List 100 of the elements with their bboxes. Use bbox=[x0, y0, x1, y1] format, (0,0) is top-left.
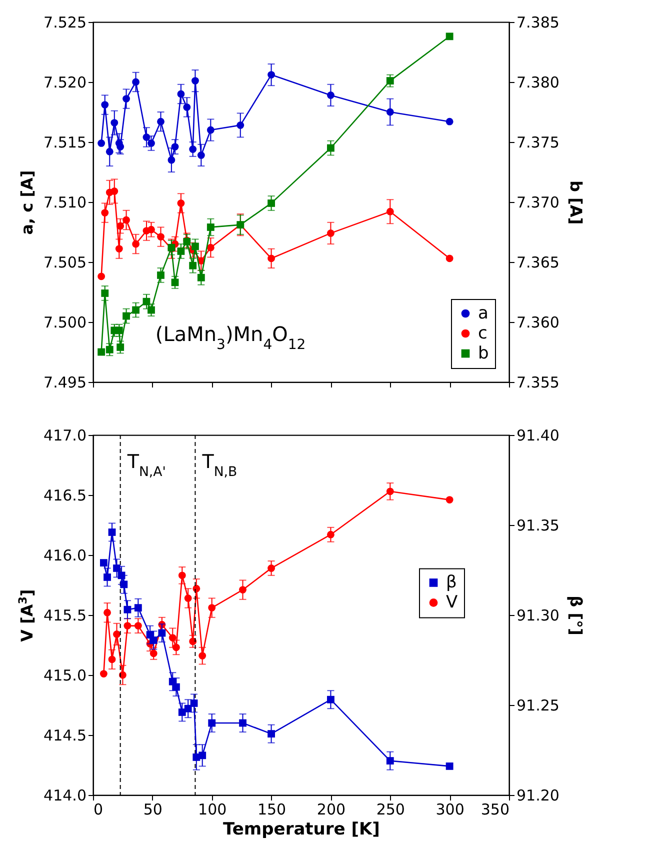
x-tick-label: 50 bbox=[143, 800, 162, 818]
point bbox=[110, 188, 118, 195]
point bbox=[116, 143, 124, 150]
x-tick-label: 0 bbox=[94, 800, 104, 818]
y-tick-label: 415.5 bbox=[44, 606, 86, 624]
y-tick-label: 416.5 bbox=[44, 486, 86, 504]
point bbox=[386, 208, 394, 216]
y2-axis-title: b [A] bbox=[566, 180, 586, 225]
point bbox=[197, 152, 205, 159]
point bbox=[110, 119, 118, 126]
point bbox=[148, 306, 155, 314]
legend-label: V bbox=[446, 592, 458, 613]
point bbox=[132, 306, 140, 314]
point bbox=[101, 101, 109, 108]
point bbox=[327, 92, 334, 99]
point bbox=[206, 223, 214, 231]
point bbox=[189, 262, 197, 270]
y-tick-label: 414.5 bbox=[44, 726, 86, 744]
point bbox=[116, 222, 124, 230]
point bbox=[171, 278, 179, 286]
point bbox=[192, 77, 199, 84]
x-tick-label: 150 bbox=[257, 800, 286, 818]
legend-label: a bbox=[478, 304, 488, 324]
y2-tick-label: 91.35 bbox=[516, 516, 560, 534]
legend-label: c bbox=[478, 324, 488, 344]
point bbox=[197, 274, 205, 282]
point bbox=[148, 226, 155, 234]
y-tick-label: 417.0 bbox=[44, 426, 86, 444]
y-axis-title: a, c [A] bbox=[18, 170, 37, 235]
x-axis-title: Temperature [K] bbox=[223, 820, 380, 840]
point bbox=[98, 272, 106, 280]
point bbox=[268, 199, 275, 207]
point bbox=[132, 78, 140, 86]
point bbox=[236, 122, 244, 129]
y2-tick-label: 7.355 bbox=[516, 374, 560, 392]
y-tick-label: 7.515 bbox=[44, 134, 86, 152]
y2-tick-label: 91.40 bbox=[516, 426, 560, 444]
point bbox=[177, 247, 185, 255]
point bbox=[132, 240, 140, 248]
legend-label: b bbox=[478, 344, 489, 364]
point bbox=[327, 230, 334, 237]
point bbox=[157, 118, 164, 126]
point bbox=[101, 209, 109, 216]
point bbox=[101, 289, 109, 297]
point bbox=[192, 242, 199, 250]
point bbox=[386, 108, 394, 116]
x-tick-label: 350 bbox=[480, 800, 510, 818]
point bbox=[122, 312, 130, 320]
x-tick-label: 300 bbox=[436, 800, 464, 818]
y2-tick-label: 7.380 bbox=[516, 74, 560, 92]
point bbox=[142, 134, 150, 141]
y2-tick-label: 7.370 bbox=[516, 194, 560, 212]
point bbox=[106, 346, 114, 354]
y-tick-label: 7.505 bbox=[44, 254, 86, 272]
y2-tick-label: 91.30 bbox=[516, 606, 560, 624]
point bbox=[327, 144, 334, 152]
point bbox=[98, 348, 106, 356]
y2-tick-label: 91.25 bbox=[516, 696, 560, 714]
x-tick-label: 200 bbox=[316, 800, 346, 818]
point bbox=[206, 126, 214, 134]
point bbox=[268, 254, 275, 262]
point bbox=[148, 140, 155, 147]
point bbox=[142, 298, 150, 306]
point bbox=[157, 233, 164, 240]
y-tick-label: 7.495 bbox=[44, 374, 86, 392]
point bbox=[98, 140, 106, 147]
point bbox=[183, 104, 191, 111]
y-tick-label: 7.510 bbox=[44, 194, 86, 212]
x-tick-label: 250 bbox=[376, 800, 405, 818]
annotation: (LaMn$_{3}$)Mn$_{4}$O$_{12}$ bbox=[155, 322, 306, 354]
point bbox=[106, 148, 114, 156]
y-tick-label: 415.0 bbox=[44, 666, 86, 684]
point bbox=[177, 90, 185, 98]
point bbox=[168, 156, 176, 164]
x-tick-label: 100 bbox=[198, 800, 227, 818]
ref-line-label: T$_{N,B}$ bbox=[201, 451, 238, 480]
y2-axis-title: β [°] bbox=[566, 596, 586, 636]
point bbox=[386, 77, 394, 85]
y2-tick-label: 7.365 bbox=[516, 254, 560, 272]
point bbox=[177, 200, 185, 207]
point bbox=[171, 143, 179, 150]
legend-label: β bbox=[446, 572, 457, 593]
y2-tick-label: 7.360 bbox=[516, 314, 560, 332]
ref-line-label: T$_{N,A'}$ bbox=[126, 451, 166, 480]
y-tick-label: 7.500 bbox=[44, 314, 86, 332]
y-tick-label: 7.525 bbox=[44, 14, 86, 32]
y2-tick-label: 7.375 bbox=[516, 134, 560, 152]
point bbox=[115, 245, 123, 252]
point bbox=[122, 95, 130, 102]
y2-tick-label: 91.20 bbox=[516, 786, 560, 804]
y-tick-label: 416.0 bbox=[44, 546, 86, 564]
point bbox=[116, 343, 124, 351]
point bbox=[206, 244, 214, 252]
y2-tick-label: 7.385 bbox=[516, 14, 560, 32]
y-tick-label: 7.520 bbox=[44, 74, 86, 92]
point bbox=[446, 254, 454, 262]
point bbox=[446, 118, 454, 126]
point bbox=[115, 326, 123, 334]
point bbox=[268, 71, 275, 78]
point bbox=[446, 32, 454, 40]
